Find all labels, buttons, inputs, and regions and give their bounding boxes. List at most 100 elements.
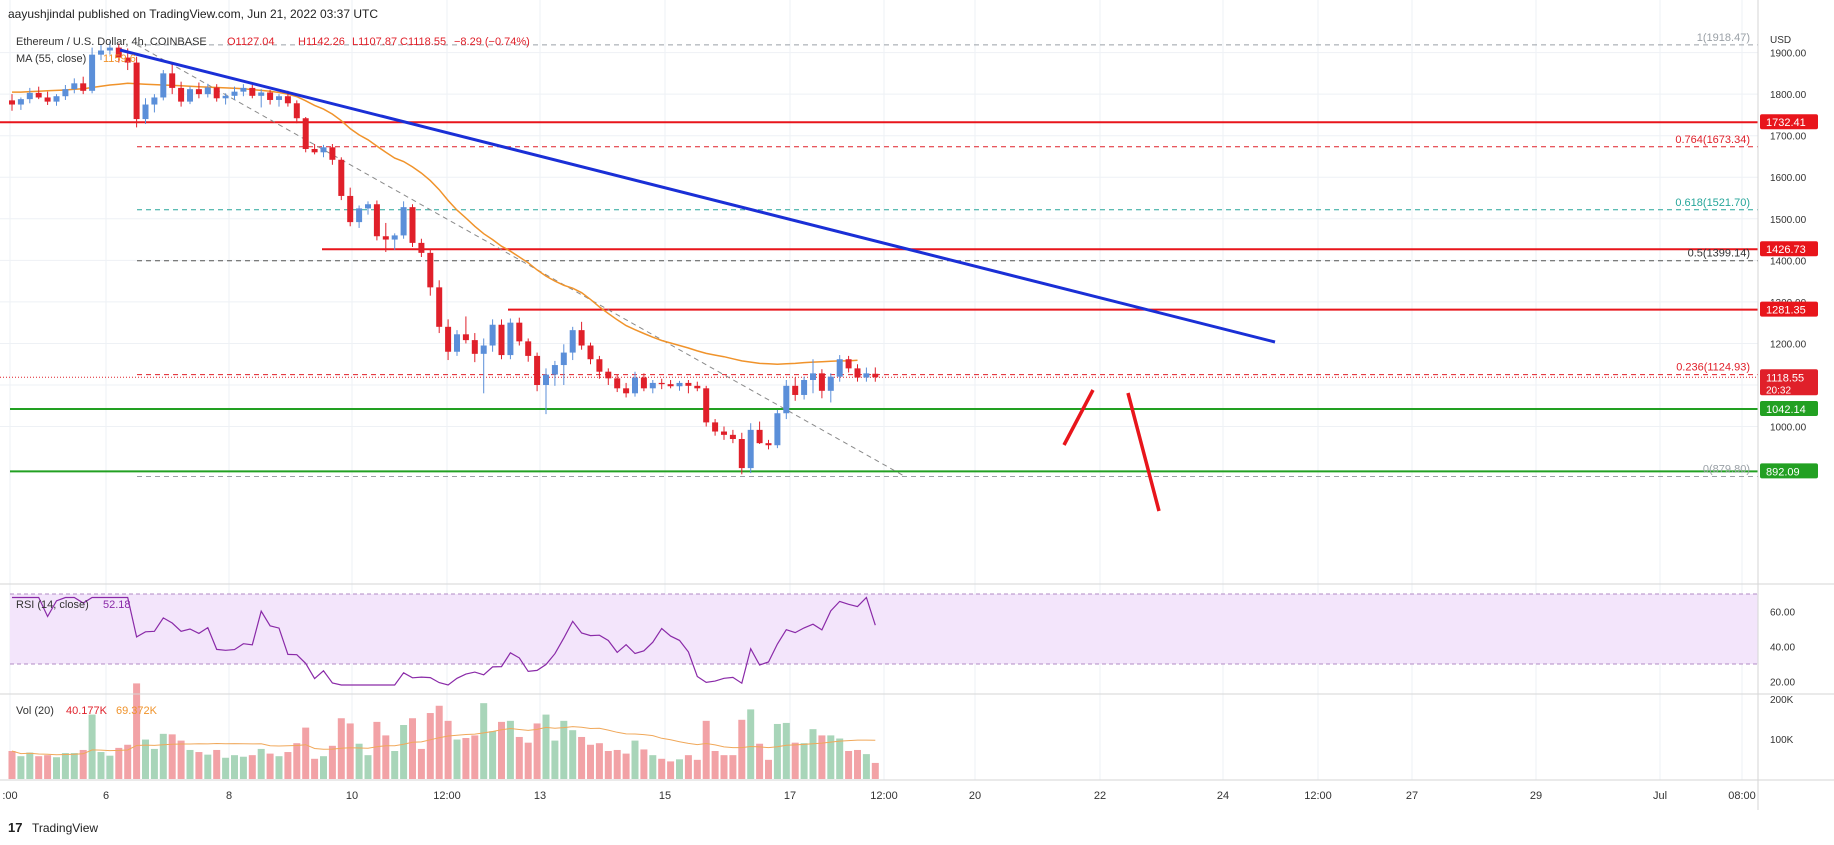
volume-bar xyxy=(604,751,612,779)
volume-bar xyxy=(649,755,657,779)
fib-trend-diagonal xyxy=(136,44,906,477)
vol-label: Vol (20) xyxy=(16,705,54,717)
price-tick-label: 1200.00 xyxy=(1770,339,1807,350)
volume-bar xyxy=(729,755,737,779)
candle-body xyxy=(151,97,158,105)
candle-body xyxy=(694,385,701,389)
price-tag-current xyxy=(1760,369,1818,396)
fib-label: 1(1918.47) xyxy=(1697,32,1750,44)
fib-label: 0.618(1521.70) xyxy=(1675,197,1750,209)
time-tick-label: 20 xyxy=(969,790,981,802)
volume-bar xyxy=(747,709,755,779)
price-tag-text: 1732.41 xyxy=(1766,117,1806,129)
price-tag-support_2 xyxy=(1760,463,1818,479)
volume-bar xyxy=(213,749,221,779)
candle-body xyxy=(382,236,389,240)
time-tick-label: :00 xyxy=(2,790,17,802)
volume-bar xyxy=(506,720,514,779)
price-tick-label: 1700.00 xyxy=(1770,132,1807,143)
candle-body xyxy=(578,330,585,346)
candle-body xyxy=(115,47,122,58)
volume-bar xyxy=(809,729,817,779)
volume-bar xyxy=(587,744,594,779)
vol-value-2: 69.372K xyxy=(116,705,158,717)
candle-body xyxy=(596,359,603,372)
volume-bar xyxy=(738,719,746,779)
descending-trendline xyxy=(119,48,1276,344)
volume-bar xyxy=(533,723,541,779)
candle-body xyxy=(80,83,87,91)
time-tick-label: 17 xyxy=(784,790,796,802)
volume-bar xyxy=(409,718,416,779)
volume-bar xyxy=(70,753,78,779)
volume-bar xyxy=(435,705,443,779)
candle-body xyxy=(347,195,354,223)
vol-value-1: 40.177K xyxy=(66,705,108,717)
volume-bar xyxy=(284,752,292,779)
volume-bar xyxy=(364,755,372,779)
time-tick-label: 13 xyxy=(534,790,546,802)
candle-body xyxy=(703,388,710,423)
volume-bar xyxy=(765,759,772,779)
candle-body xyxy=(26,92,33,100)
vol-tick-label: 100K xyxy=(1770,735,1794,746)
volume-bar xyxy=(382,735,390,779)
candle-body xyxy=(436,287,443,327)
volume-bar xyxy=(311,758,319,779)
fib-label: 0.236(1124.93) xyxy=(1676,362,1750,374)
vol-tick-label: 200K xyxy=(1770,695,1794,706)
volume-bar xyxy=(97,752,105,779)
volume-bar xyxy=(417,748,425,779)
volume-bar xyxy=(195,752,203,779)
volume-bar xyxy=(542,714,550,779)
time-tick-label: 12:00 xyxy=(1304,790,1332,802)
symbol-title: Ethereum / U.S. Dollar, 4h, COINBASE xyxy=(16,36,207,48)
volume-axis: 200K 100K xyxy=(1770,695,1794,746)
candle-body xyxy=(329,147,336,160)
volume-bar xyxy=(524,742,532,779)
volume-bar xyxy=(426,713,434,779)
candle-body xyxy=(204,87,211,95)
ohlc-low: L1107.87 xyxy=(352,36,397,48)
rsi-tick-label: 60.00 xyxy=(1770,608,1795,619)
candle-body xyxy=(854,368,861,378)
volume-bar xyxy=(871,762,879,779)
candle-body xyxy=(783,385,790,414)
candle-body xyxy=(818,373,825,391)
candle-body xyxy=(267,92,274,100)
candle-body xyxy=(605,371,612,379)
candle-body xyxy=(356,208,363,223)
volume-bar xyxy=(827,735,835,779)
volume-bar xyxy=(8,751,16,779)
time-axis: :00 6 8 10 12:00 13 15 17 12:00 20 22 24 12:00 27 29 Ju… xyxy=(2,790,1755,802)
volume-bar xyxy=(569,730,577,779)
time-tick-label: 10 xyxy=(346,790,358,802)
candle-body xyxy=(569,330,576,353)
price-tag-text: 1426.73 xyxy=(1766,244,1806,256)
volume-bar xyxy=(791,742,799,779)
candle-body xyxy=(9,100,15,105)
volume-bar xyxy=(133,683,141,779)
candle-body xyxy=(756,429,763,444)
candle-body xyxy=(178,87,185,102)
price-tag-text: 1042.14 xyxy=(1766,404,1806,416)
volume-bar xyxy=(248,755,256,779)
volume-bar xyxy=(676,759,683,779)
volume-bar xyxy=(320,756,327,779)
volume-bar xyxy=(222,757,230,779)
time-tick-label: Jul xyxy=(1653,790,1667,802)
ohlc-open: O1127.04 xyxy=(227,36,275,48)
candle-body xyxy=(810,373,816,381)
time-tick-label: 12:00 xyxy=(870,790,898,802)
candle-body xyxy=(293,103,300,119)
volume-bar xyxy=(720,755,728,779)
volume-bar xyxy=(168,734,176,779)
volume-bar xyxy=(150,748,158,779)
volume-bars xyxy=(8,683,879,779)
candle-body xyxy=(222,95,229,99)
price-tag-support_1 xyxy=(1760,401,1818,417)
volume-bar xyxy=(124,744,132,779)
volume-bar xyxy=(551,740,559,779)
price-tick-label: 1800.00 xyxy=(1770,90,1807,101)
volume-bar xyxy=(684,755,692,779)
